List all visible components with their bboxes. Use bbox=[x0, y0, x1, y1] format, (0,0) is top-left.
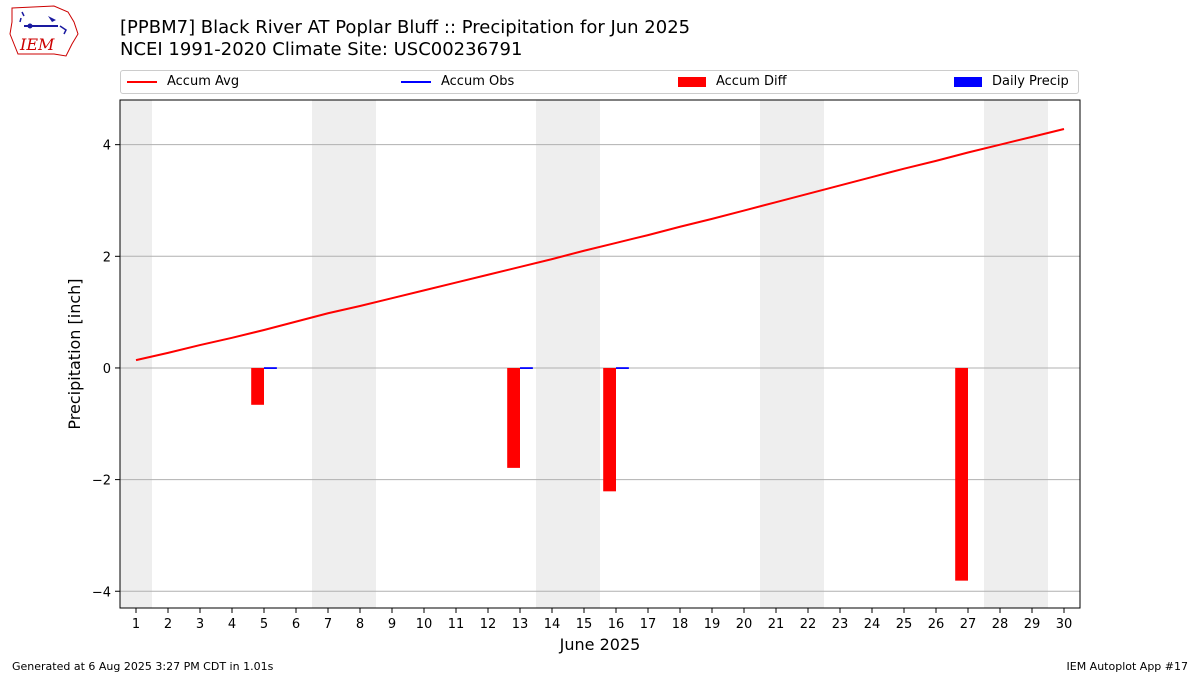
x-tick-label: 23 bbox=[832, 617, 849, 632]
weekend-shade-1 bbox=[312, 100, 376, 608]
x-tick-label: 18 bbox=[672, 617, 689, 632]
x-tick-label: 2 bbox=[164, 617, 172, 632]
bar-accum-diff-day-5 bbox=[251, 367, 264, 405]
x-tick-label: 6 bbox=[292, 617, 300, 632]
x-tick-label: 16 bbox=[608, 617, 625, 632]
x-tick-label: 30 bbox=[1056, 617, 1073, 632]
x-tick-label: 20 bbox=[736, 617, 753, 632]
legend-label-accum-diff: Accum Diff bbox=[716, 74, 787, 89]
legend-item-accum-obs: Accum Obs bbox=[401, 74, 514, 89]
y-tick-label: 4 bbox=[103, 139, 111, 154]
x-tick-label: 9 bbox=[388, 617, 396, 632]
weekend-shade-4 bbox=[984, 100, 1048, 608]
chart-title: [PPBM7] Black River AT Poplar Bluff :: P… bbox=[120, 17, 691, 38]
bar-daily-precip-day-13 bbox=[520, 367, 533, 369]
x-tick-label: 21 bbox=[768, 617, 785, 632]
legend-swatch-daily-precip bbox=[954, 76, 982, 87]
x-tick-label: 8 bbox=[356, 617, 364, 632]
bar-accum-diff-day-13 bbox=[507, 367, 520, 468]
iem-logo: IEM bbox=[9, 5, 79, 57]
x-tick-label: 17 bbox=[640, 617, 657, 632]
x-tick-label: 29 bbox=[1024, 617, 1041, 632]
x-tick-label: 12 bbox=[480, 617, 497, 632]
x-tick-label: 22 bbox=[800, 617, 817, 632]
line-accum-avg bbox=[135, 128, 1065, 362]
x-tick-label: 14 bbox=[544, 617, 561, 632]
x-tick-label: 15 bbox=[576, 617, 593, 632]
plot-frame bbox=[119, 99, 1081, 609]
weekend-shade-0 bbox=[120, 100, 152, 608]
legend-swatch-accum-diff bbox=[678, 76, 706, 87]
x-tick-label: 13 bbox=[512, 617, 529, 632]
bar-daily-precip-day-5 bbox=[264, 367, 277, 369]
app-label: IEM Autoplot App #17 bbox=[1066, 660, 1189, 673]
x-tick-label: 27 bbox=[960, 617, 977, 632]
weekend-shade-3 bbox=[760, 100, 824, 608]
weekend-shade-2 bbox=[536, 100, 600, 608]
legend-label-daily-precip: Daily Precip bbox=[992, 74, 1069, 89]
x-tick-label: 7 bbox=[324, 617, 332, 632]
bar-accum-diff-day-27 bbox=[955, 367, 968, 581]
x-tick-label: 3 bbox=[196, 617, 204, 632]
legend-label-accum-avg: Accum Avg bbox=[167, 74, 240, 89]
x-axis-label: June 2025 bbox=[559, 635, 641, 654]
y-axis-label: Precipitation [inch] bbox=[65, 278, 84, 429]
chart-legend: Accum Avg Accum Obs Accum Diff Daily Pre… bbox=[120, 70, 1079, 94]
chart-subtitle: NCEI 1991-2020 Climate Site: USC00236791 bbox=[120, 39, 523, 60]
legend-swatch-accum-obs bbox=[401, 80, 431, 83]
generated-timestamp: Generated at 6 Aug 2025 3:27 PM CDT in 1… bbox=[12, 660, 274, 673]
x-tick-label: 19 bbox=[704, 617, 721, 632]
x-tick-label: 4 bbox=[228, 617, 236, 632]
x-tick-label: 1 bbox=[132, 617, 140, 632]
legend-item-accum-diff: Accum Diff bbox=[678, 74, 787, 89]
legend-swatch-accum-avg bbox=[127, 80, 157, 83]
bar-daily-precip-day-16 bbox=[616, 367, 629, 369]
x-tick-label: 10 bbox=[416, 617, 433, 632]
x-tick-label: 28 bbox=[992, 617, 1009, 632]
y-tick-label: 0 bbox=[103, 362, 111, 377]
x-tick-label: 25 bbox=[896, 617, 913, 632]
svg-text:IEM: IEM bbox=[19, 35, 55, 54]
legend-label-accum-obs: Accum Obs bbox=[441, 74, 515, 89]
x-tick-label: 5 bbox=[260, 617, 268, 632]
x-tick-label: 11 bbox=[448, 617, 465, 632]
y-tick-label: 2 bbox=[103, 250, 111, 265]
legend-item-accum-avg: Accum Avg bbox=[127, 74, 239, 89]
x-tick-label: 24 bbox=[864, 617, 881, 632]
x-tick-label: 26 bbox=[928, 617, 945, 632]
y-tick-label: −4 bbox=[92, 585, 111, 600]
y-tick-label: −2 bbox=[92, 474, 111, 489]
legend-item-daily-precip: Daily Precip bbox=[954, 74, 1069, 89]
bar-accum-diff-day-16 bbox=[603, 367, 616, 492]
